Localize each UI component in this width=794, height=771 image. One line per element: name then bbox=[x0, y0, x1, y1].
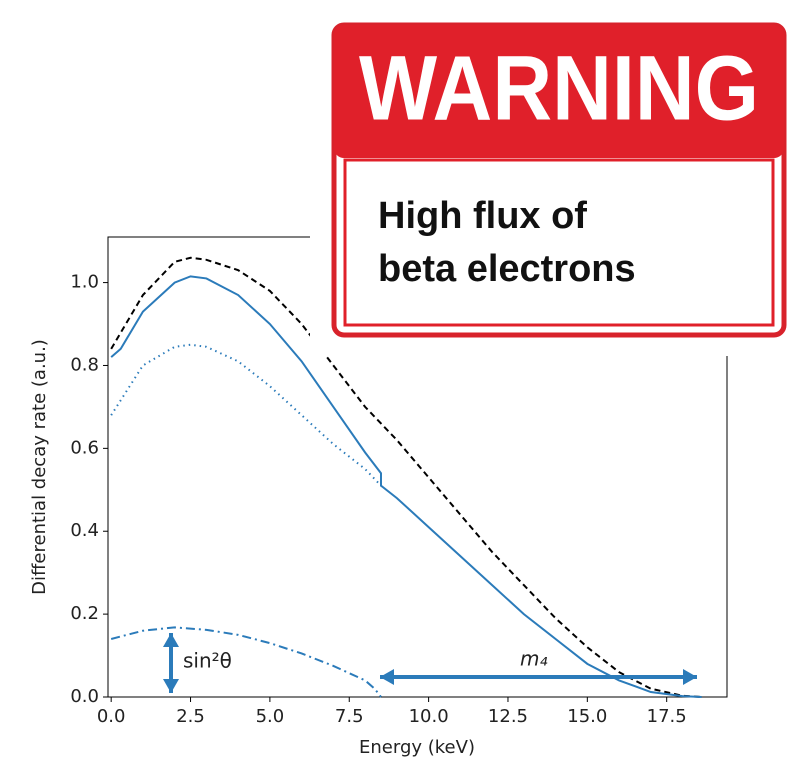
annotation: m₄ bbox=[520, 647, 548, 671]
arrow-head bbox=[163, 633, 179, 647]
y-tick-label: 0.0 bbox=[70, 686, 99, 707]
line-series bbox=[110, 256, 702, 698]
x-axis-label: Energy (keV) bbox=[359, 737, 475, 758]
line-series bbox=[110, 275, 702, 698]
y-tick-label: 0.4 bbox=[70, 520, 99, 541]
x-tick-label: 17.5 bbox=[647, 706, 687, 727]
x-tick-label: 15.0 bbox=[567, 706, 607, 727]
arrow-head bbox=[683, 669, 697, 685]
arrow-head bbox=[163, 679, 179, 693]
sign-line: High flux of bbox=[378, 195, 587, 237]
sign-inner bbox=[343, 158, 775, 327]
arrow-head bbox=[380, 669, 394, 685]
y-tick-label: 1.0 bbox=[70, 272, 99, 293]
annotation: sin²θ bbox=[183, 649, 232, 673]
y-axis-label: Differential decay rate (a.u.) bbox=[29, 339, 50, 595]
x-tick-label: 12.5 bbox=[488, 706, 528, 727]
x-tick-label: 2.5 bbox=[176, 706, 205, 727]
sign-title: WARNING bbox=[359, 37, 759, 139]
line-series bbox=[110, 343, 382, 487]
sign-header bbox=[334, 25, 784, 158]
x-tick-label: 5.0 bbox=[256, 706, 285, 727]
x-tick-label: 0.0 bbox=[97, 706, 126, 727]
sign-line: beta electrons bbox=[378, 248, 636, 290]
x-tick-label: 10.0 bbox=[409, 706, 449, 727]
x-tick-label: 7.5 bbox=[335, 706, 364, 727]
y-tick-label: 0.8 bbox=[70, 354, 99, 375]
line-series bbox=[110, 626, 382, 698]
y-tick-label: 0.2 bbox=[70, 603, 99, 624]
y-tick-label: 0.6 bbox=[70, 437, 99, 458]
